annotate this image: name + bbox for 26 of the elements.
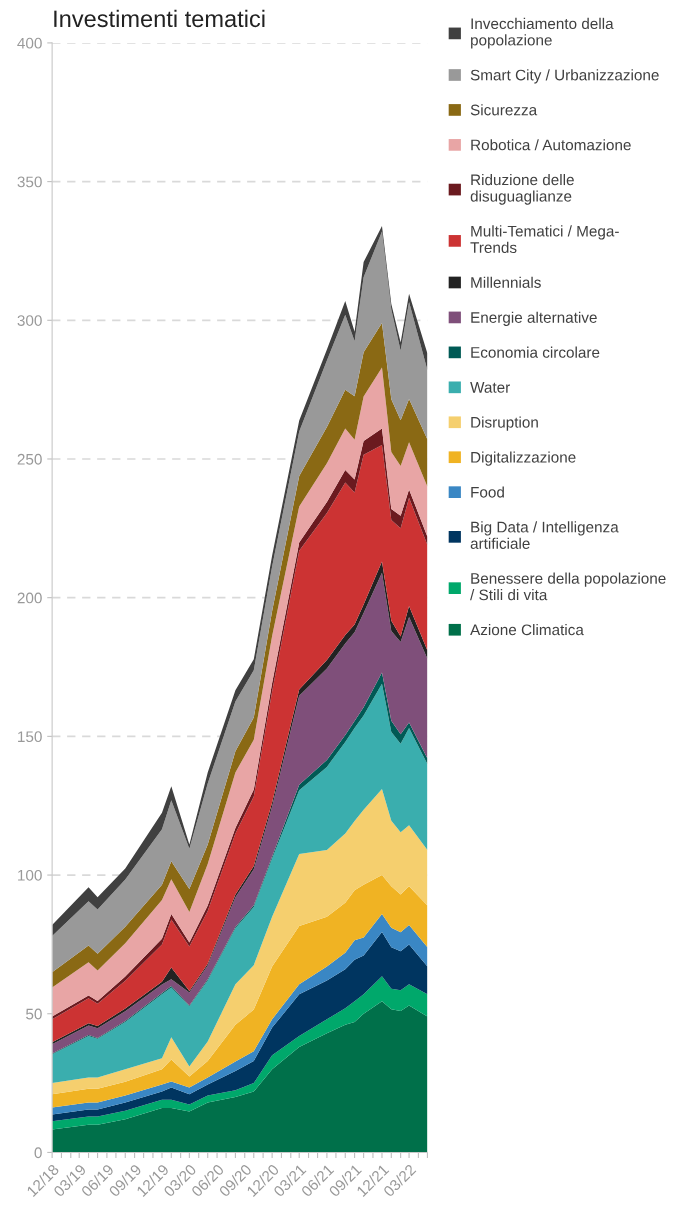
y-tick-label: 250 [17,453,42,465]
legend-label: Robotica / Automazione [471,139,631,151]
y-tick-label: 50 [26,1008,42,1020]
legend-label: Big Data / Intelligenza artificiale [470,521,619,549]
legend-label: Economia circolare [471,346,600,358]
y-tick-label: 100 [18,869,42,881]
y-tick-label: 200 [17,592,42,604]
legend-label: Millennials [471,276,541,288]
legend-label: Energie alternative [471,311,597,326]
legend-label: Food [471,486,504,498]
legend-label: Digitalizzazione [471,451,576,466]
y-tick-label: 0 [34,1147,42,1159]
legend-label: Water [470,382,510,393]
chart-title: Investimenti tematici [54,9,265,28]
y-tick-label: 300 [17,315,42,326]
y-tick-label: 150 [18,731,42,743]
legend-label: Multi-Tematici / Mega- Trends [470,225,619,253]
legend-label: Smart City / Urbanizzazione [470,69,659,84]
legend-label: Benessere della popolazione / Stili di vita [470,572,666,601]
legend-label: Azione Climatica [470,624,584,636]
legend-label: Disruption [471,416,538,431]
y-tick-label: 350 [17,176,42,188]
legend-label: Riduzione delle disuguaglianze [470,173,574,205]
legend-label: Sicurezza [470,104,538,116]
legend-label: Invecchiamento della popolazione [471,17,614,49]
y-tick-label: 400 [17,37,42,49]
